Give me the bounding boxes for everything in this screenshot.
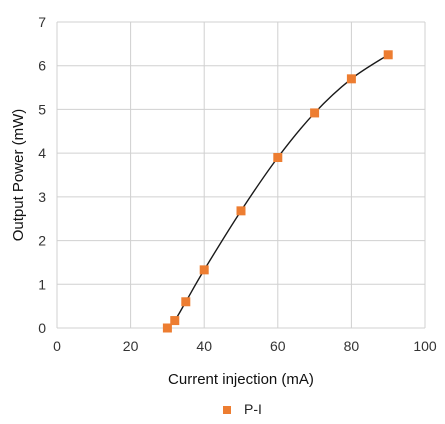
data-point — [170, 316, 180, 326]
y-tick-label: 4 — [38, 145, 46, 161]
data-point — [310, 108, 320, 118]
x-tick-label: 80 — [344, 338, 360, 354]
y-tick-label: 6 — [38, 58, 46, 74]
legend-label: P-I — [244, 401, 262, 417]
y-tick-label: 5 — [38, 101, 46, 117]
data-points — [162, 50, 393, 333]
data-point — [199, 265, 209, 275]
y-tick-label: 2 — [38, 233, 46, 249]
grid-lines — [56, 21, 426, 329]
data-point — [181, 297, 191, 307]
x-tick-label: 0 — [53, 338, 61, 354]
x-tick-label: 40 — [196, 338, 212, 354]
plot-area — [57, 22, 425, 328]
x-axis-label: Current injection (mA) — [168, 371, 314, 388]
y-tick-label: 1 — [38, 276, 46, 292]
y-tick-label: 7 — [38, 14, 46, 30]
legend: P-I — [223, 401, 262, 417]
y-tick-label: 0 — [38, 320, 46, 336]
y-axis-label: Output Power (mW) — [10, 109, 27, 242]
data-point — [346, 74, 356, 84]
legend-marker — [223, 406, 231, 414]
y-tick-label: 3 — [38, 189, 46, 205]
x-axis-ticks: 0 20 40 60 80 100 — [53, 338, 437, 354]
x-tick-label: 20 — [123, 338, 139, 354]
x-tick-label: 100 — [413, 338, 437, 354]
data-point — [383, 50, 393, 60]
data-point — [273, 153, 283, 163]
data-point — [162, 323, 172, 333]
data-point — [236, 206, 246, 216]
x-tick-label: 60 — [270, 338, 286, 354]
y-axis-ticks: 0 1 2 3 4 5 6 7 — [38, 14, 46, 336]
